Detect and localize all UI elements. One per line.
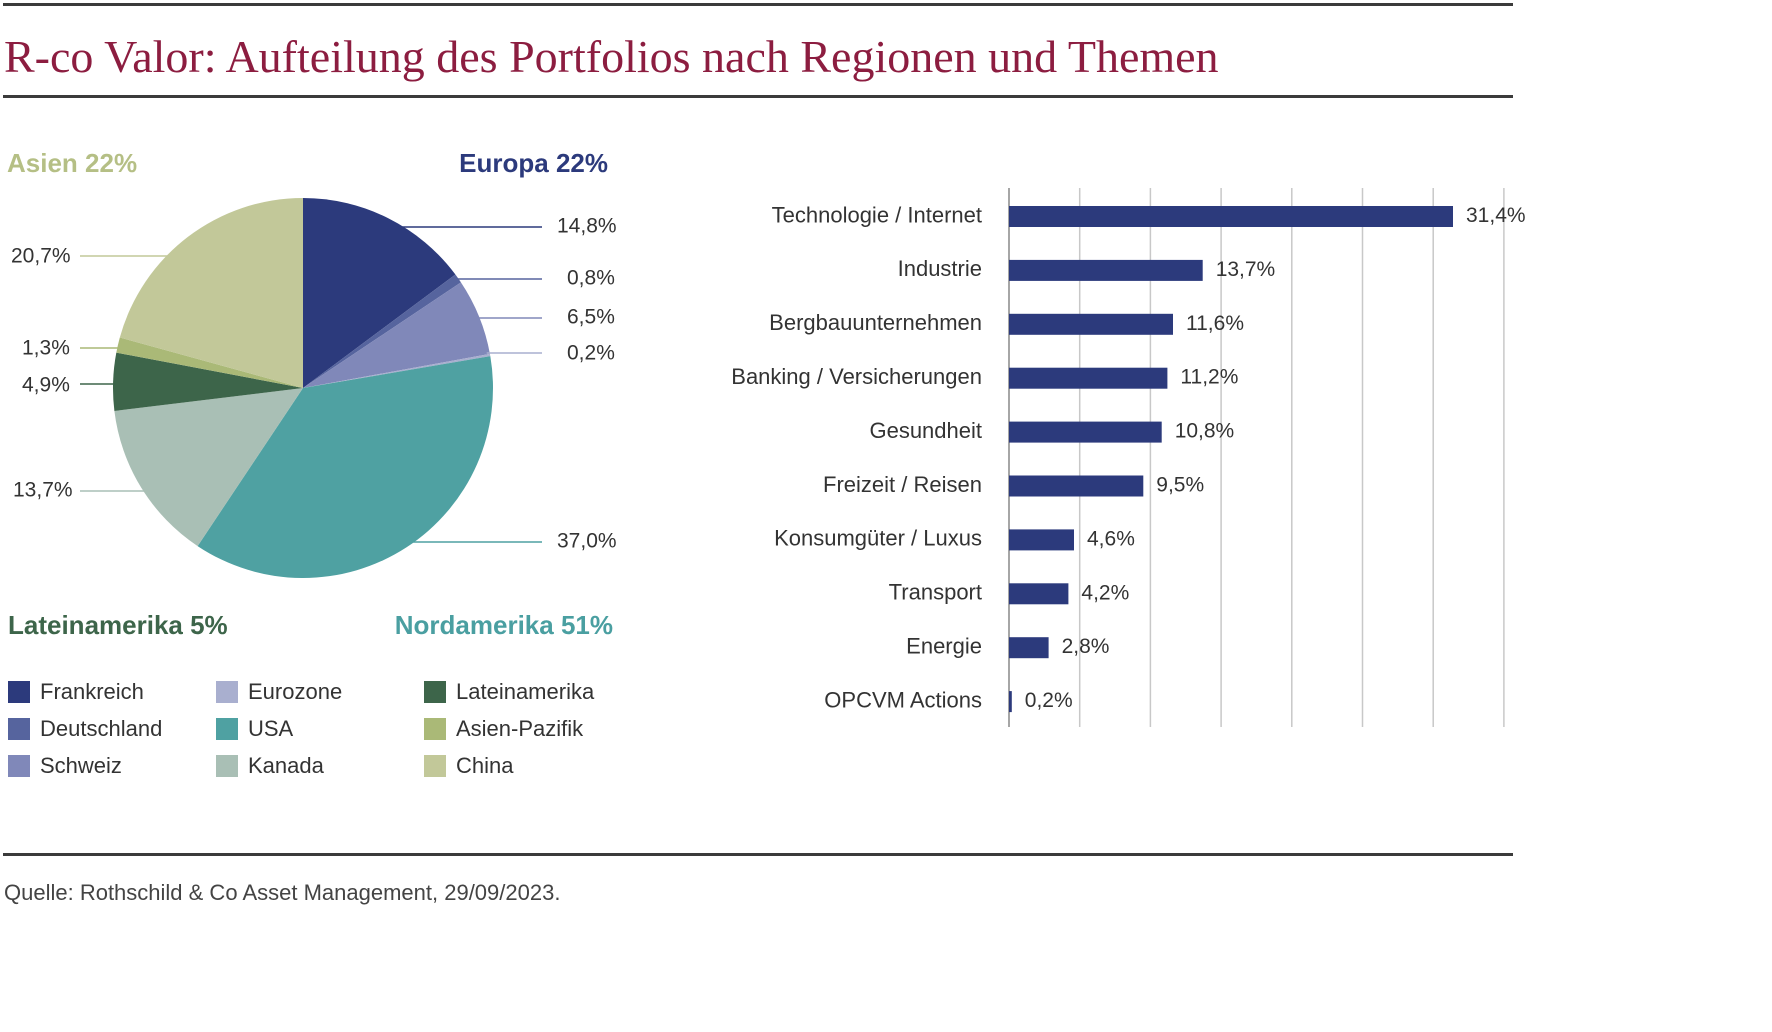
slice-label-usa: 37,0% — [557, 530, 617, 553]
value-label-transport: 4,2% — [1081, 581, 1129, 604]
region-label-lateinamerika: Lateinamerika 5% — [8, 610, 228, 640]
pie-slice-frankreich — [303, 198, 456, 388]
pie-slice-lateinamerika — [113, 352, 304, 411]
category-label-technologie-internet: Technologie / Internet — [772, 202, 982, 227]
source-note: Quelle: Rothschild & Co Asset Management… — [4, 880, 561, 905]
pie-slice-china — [119, 198, 303, 388]
pie-slice-eurozone — [303, 353, 491, 388]
slice-label-eurozone: 0,2% — [567, 342, 615, 365]
bar-bergbauunternehmen — [1009, 313, 1173, 335]
legend-swatch-deutschland — [8, 718, 30, 740]
legend-label-deutschland: Deutschland — [40, 716, 162, 741]
category-label-bergbauunternehmen: Bergbauunternehmen — [769, 310, 982, 335]
category-label-freizeit-reisen: Freizeit / Reisen — [823, 472, 982, 497]
title-rule — [3, 95, 1513, 98]
legend-label-frankreich: Frankreich — [40, 679, 144, 704]
legend-label-china: China — [456, 753, 514, 778]
page-title: R-co Valor: Aufteilung des Portfolios na… — [4, 31, 1219, 82]
bar-technologie-internet — [1009, 206, 1453, 227]
region-label-europa: Europa 22% — [459, 148, 608, 178]
legend-label-schweiz: Schweiz — [40, 753, 122, 778]
value-label-bergbauunternehmen: 11,6% — [1186, 312, 1244, 335]
bar-energie — [1009, 637, 1049, 659]
legend-swatch-schweiz — [8, 755, 30, 777]
legend-label-asien-pazifik: Asien-Pazifik — [456, 716, 584, 741]
legend-swatch-kanada — [216, 755, 238, 777]
legend-swatch-asien-pazifik — [424, 718, 446, 740]
value-label-industrie: 13,7% — [1216, 258, 1276, 281]
pie-slice-asien-pazifik — [116, 337, 303, 388]
bar-opcvm-actions — [1009, 691, 1012, 713]
legend-label-eurozone: Eurozone — [248, 679, 342, 704]
value-label-technologie-internet: 31,4% — [1466, 204, 1526, 227]
value-label-opcvm-actions: 0,2% — [1025, 689, 1073, 712]
legend-swatch-eurozone — [216, 681, 238, 703]
category-label-industrie: Industrie — [898, 256, 982, 281]
pie-slice-usa — [197, 356, 494, 578]
pie-slice-deutschland — [303, 274, 461, 388]
bar-gesundheit — [1009, 421, 1162, 443]
legend-label-usa: USA — [248, 716, 294, 741]
slice-label-frankreich: 14,8% — [557, 215, 617, 238]
top-rule — [3, 3, 1513, 6]
slice-label-deutschland: 0,8% — [567, 267, 615, 290]
bar-konsumgüter-luxus — [1009, 529, 1074, 551]
category-label-konsumgüter-luxus: Konsumgüter / Luxus — [774, 526, 982, 551]
legend-label-kanada: Kanada — [248, 753, 325, 778]
region-label-asien: Asien 22% — [7, 148, 137, 178]
pie-slice-kanada — [114, 388, 303, 547]
slice-label-kanada: 13,7% — [13, 479, 73, 502]
category-label-energie: Energie — [906, 634, 982, 659]
bar-transport — [1009, 583, 1069, 605]
slice-label-lateinamerika: 4,9% — [22, 374, 70, 397]
category-label-transport: Transport — [889, 580, 982, 605]
slice-label-china: 20,7% — [11, 245, 71, 268]
pie-slice-schweiz — [303, 282, 490, 388]
value-label-konsumgüter-luxus: 4,6% — [1087, 527, 1135, 550]
bar-banking-versicherungen — [1009, 367, 1168, 389]
value-label-gesundheit: 10,8% — [1175, 420, 1235, 443]
legend-swatch-china — [424, 755, 446, 777]
category-label-banking-versicherungen: Banking / Versicherungen — [731, 364, 982, 389]
slice-label-asien-pazifik: 1,3% — [22, 337, 70, 360]
category-label-opcvm-actions: OPCVM Actions — [824, 687, 982, 712]
bar-industrie — [1009, 259, 1203, 281]
value-label-banking-versicherungen: 11,2% — [1180, 366, 1238, 389]
legend-swatch-frankreich — [8, 681, 30, 703]
category-label-gesundheit: Gesundheit — [869, 418, 982, 443]
region-label-nordamerika: Nordamerika 51% — [395, 610, 613, 640]
bottom-rule — [3, 853, 1513, 856]
legend-swatch-lateinamerika — [424, 681, 446, 703]
value-label-freizeit-reisen: 9,5% — [1156, 474, 1204, 497]
bar-freizeit-reisen — [1009, 475, 1144, 497]
legend-swatch-usa — [216, 718, 238, 740]
slice-label-schweiz: 6,5% — [567, 306, 615, 329]
value-label-energie: 2,8% — [1062, 635, 1110, 658]
legend-label-lateinamerika: Lateinamerika — [456, 679, 595, 704]
